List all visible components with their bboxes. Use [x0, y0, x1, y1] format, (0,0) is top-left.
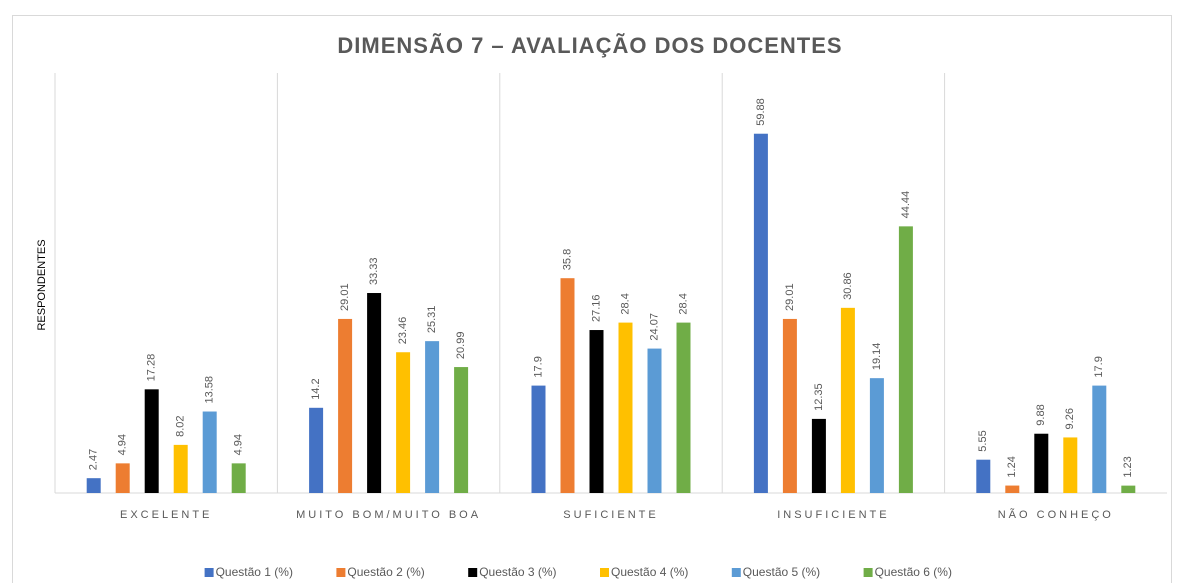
bar	[1092, 385, 1107, 493]
value-label: 20.99	[455, 332, 467, 360]
x-tick-label: EXCELENTE	[120, 509, 212, 521]
value-label: 27.16	[590, 295, 602, 323]
x-tick-label: SUFICIENTE	[563, 509, 658, 521]
bar	[753, 133, 768, 493]
legend-swatch	[863, 568, 873, 577]
value-label: 4.94	[117, 434, 129, 455]
bar	[976, 459, 991, 493]
bar	[231, 463, 246, 493]
legend-swatch	[600, 568, 609, 577]
value-label: 13.58	[204, 376, 216, 404]
legend-label: Questão 6 (%)	[875, 565, 952, 579]
bar	[1121, 485, 1136, 493]
value-label: 9.26	[1064, 408, 1076, 429]
bar	[589, 330, 604, 493]
bar	[1005, 485, 1020, 493]
x-tick-label: MUITO BOM/MUITO BOA	[296, 509, 481, 521]
legend-swatch	[204, 568, 214, 577]
x-tick-label: INSUFICIENTE	[777, 509, 889, 521]
bar	[869, 378, 884, 493]
bar	[425, 341, 440, 493]
value-label: 17.9	[532, 356, 544, 377]
value-label: 4.94	[233, 434, 245, 455]
value-label: 29.01	[784, 283, 796, 311]
bar	[811, 418, 826, 493]
bar	[782, 318, 797, 493]
bar	[115, 463, 130, 493]
legend-label: Questão 5 (%)	[743, 565, 820, 579]
bar	[676, 322, 691, 493]
value-label: 23.46	[397, 317, 409, 345]
bar	[202, 411, 217, 493]
bar	[647, 348, 662, 493]
value-label: 17.28	[146, 354, 158, 382]
bar	[173, 444, 188, 493]
legend-label: Questão 3 (%)	[479, 565, 556, 579]
legend-label: Questão 1 (%)	[216, 565, 293, 579]
legend-swatch	[468, 568, 478, 577]
legend-label: Questão 2 (%)	[347, 565, 424, 579]
legend-swatch	[731, 568, 741, 577]
bar	[367, 293, 382, 493]
value-label: 44.44	[900, 191, 912, 219]
value-label: 12.35	[813, 383, 825, 411]
bar	[309, 407, 324, 493]
value-label: 35.8	[561, 249, 573, 270]
bar	[618, 322, 633, 493]
value-label: 28.4	[677, 293, 689, 314]
bar	[840, 307, 855, 493]
value-label: 9.88	[1035, 404, 1047, 425]
value-label: 33.33	[368, 257, 380, 285]
value-label: 19.14	[871, 343, 883, 371]
legend-swatch	[336, 568, 346, 577]
value-label: 28.4	[619, 293, 631, 314]
legend-label: Questão 4 (%)	[611, 565, 688, 579]
bar	[1034, 433, 1049, 493]
bar	[338, 318, 353, 493]
bar	[396, 352, 411, 493]
y-axis-label: RESPONDENTES	[36, 239, 48, 330]
value-label: 14.2	[310, 378, 322, 399]
value-label: 5.55	[977, 430, 989, 451]
value-label: 17.9	[1093, 356, 1105, 377]
value-label: 30.86	[842, 272, 854, 300]
value-label: 24.07	[648, 313, 660, 341]
bar	[531, 385, 546, 493]
value-label: 29.01	[339, 283, 351, 311]
bar	[454, 367, 469, 493]
value-label: 2.47	[88, 449, 100, 470]
bar	[86, 478, 101, 493]
bar	[1063, 437, 1078, 493]
value-label: 59.88	[755, 98, 767, 126]
chart-title: DIMENSÃO 7 – AVALIAÇÃO DOS DOCENTES	[337, 33, 842, 58]
value-label: 1.24	[1006, 456, 1018, 477]
bar	[560, 278, 575, 493]
bar	[898, 226, 913, 494]
value-label: 1.23	[1122, 456, 1134, 477]
x-tick-label: NÃO CONHEÇO	[998, 508, 1114, 521]
value-label: 8.02	[175, 415, 187, 436]
bar	[144, 389, 159, 493]
value-label: 25.31	[426, 306, 438, 334]
